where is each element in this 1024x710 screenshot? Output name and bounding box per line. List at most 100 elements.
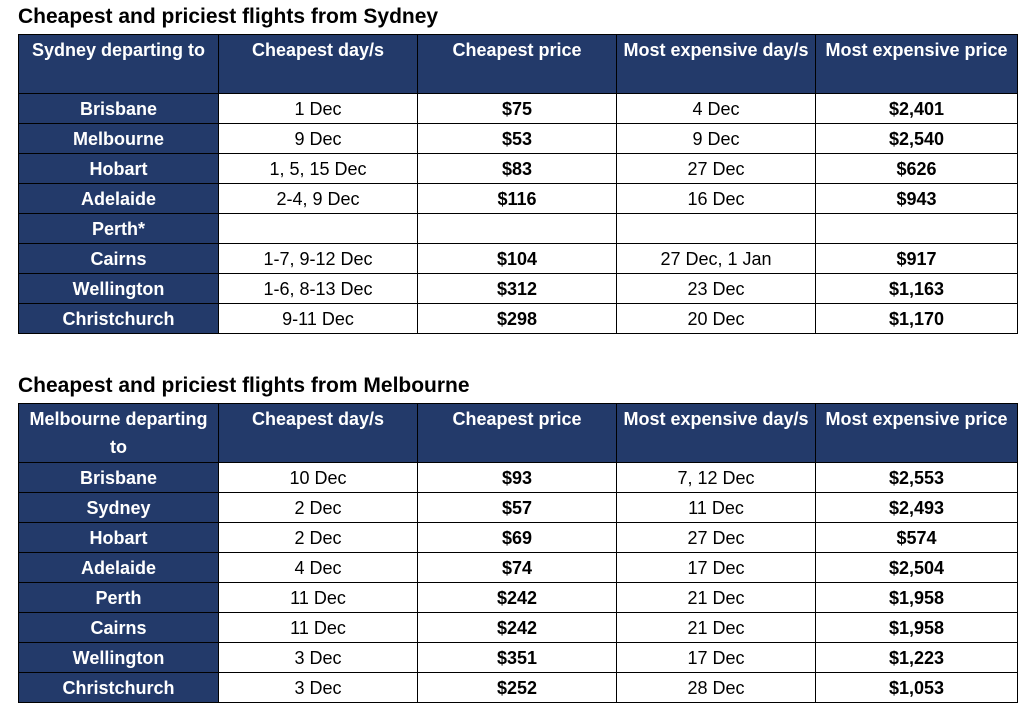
- most-expensive-price-cell: $1,958: [815, 582, 1018, 613]
- most-expensive-days-cell: 9 Dec: [616, 123, 816, 154]
- destination-cell: Melbourne: [18, 123, 219, 154]
- table-row: Cairns 11 Dec $242 21 Dec $1,958: [18, 612, 1018, 643]
- most-expensive-price-cell: $1,223: [815, 642, 1018, 673]
- destination-cell: Cairns: [18, 243, 219, 274]
- column-header-cheapest-days: Cheapest day/s: [218, 403, 418, 463]
- cheapest-price-cell: $53: [417, 123, 617, 154]
- cheapest-days-cell: 1 Dec: [218, 93, 418, 124]
- column-header-most-expensive-price: Most expensive price: [815, 34, 1018, 94]
- cheapest-days-cell: 1, 5, 15 Dec: [218, 153, 418, 184]
- cheapest-price-cell: $312: [417, 273, 617, 304]
- sydney-table-title: Cheapest and priciest flights from Sydne…: [18, 5, 439, 28]
- destination-cell: Perth: [18, 582, 219, 613]
- cheapest-price-cell: $74: [417, 552, 617, 583]
- destination-cell: Adelaide: [18, 183, 219, 214]
- table-row: Brisbane 1 Dec $75 4 Dec $2,401: [18, 93, 1018, 124]
- most-expensive-price-cell: $2,540: [815, 123, 1018, 154]
- most-expensive-days-cell: [616, 213, 816, 244]
- column-header-cheapest-price: Cheapest price: [417, 403, 617, 463]
- cheapest-days-cell: 3 Dec: [218, 672, 418, 703]
- table-row: Sydney 2 Dec $57 11 Dec $2,493: [18, 492, 1018, 523]
- table-row: Hobart 2 Dec $69 27 Dec $574: [18, 522, 1018, 553]
- destination-cell: Perth*: [18, 213, 219, 244]
- most-expensive-days-cell: 20 Dec: [616, 303, 816, 334]
- destination-cell: Cairns: [18, 612, 219, 643]
- most-expensive-days-cell: 21 Dec: [616, 612, 816, 643]
- most-expensive-price-cell: $2,401: [815, 93, 1018, 124]
- most-expensive-price-cell: $2,504: [815, 552, 1018, 583]
- cheapest-days-cell: 11 Dec: [218, 612, 418, 643]
- most-expensive-days-cell: 23 Dec: [616, 273, 816, 304]
- most-expensive-price-cell: $1,053: [815, 672, 1018, 703]
- cheapest-price-cell: $57: [417, 492, 617, 523]
- most-expensive-price-cell: $2,553: [815, 462, 1018, 493]
- destination-cell: Hobart: [18, 153, 219, 184]
- table-row: Adelaide 2-4, 9 Dec $116 16 Dec $943: [18, 183, 1018, 214]
- cheapest-price-cell: $93: [417, 462, 617, 493]
- most-expensive-days-cell: 17 Dec: [616, 642, 816, 673]
- column-header-most-expensive-days: Most expensive day/s: [616, 34, 816, 94]
- cheapest-days-cell: 4 Dec: [218, 552, 418, 583]
- table-row: Wellington 1-6, 8-13 Dec $312 23 Dec $1,163: [18, 273, 1018, 304]
- cheapest-price-cell: $242: [417, 612, 617, 643]
- most-expensive-price-cell: $2,493: [815, 492, 1018, 523]
- table-row: Christchurch 3 Dec $252 28 Dec $1,053: [18, 672, 1018, 703]
- melbourne-flights-table: Melbourne departing to Cheapest day/s Ch…: [18, 403, 1018, 703]
- table-row: Melbourne 9 Dec $53 9 Dec $2,540: [18, 123, 1018, 154]
- column-header-most-expensive-days: Most expensive day/s: [616, 403, 816, 463]
- most-expensive-days-cell: 27 Dec, 1 Jan: [616, 243, 816, 274]
- destination-cell: Hobart: [18, 522, 219, 553]
- most-expensive-days-cell: 4 Dec: [616, 93, 816, 124]
- column-header-cheapest-days: Cheapest day/s: [218, 34, 418, 94]
- cheapest-price-cell: $83: [417, 153, 617, 184]
- cheapest-price-cell: $298: [417, 303, 617, 334]
- destination-cell: Christchurch: [18, 672, 219, 703]
- table-header-row: Sydney departing to Cheapest day/s Cheap…: [18, 34, 1018, 94]
- most-expensive-days-cell: 16 Dec: [616, 183, 816, 214]
- most-expensive-days-cell: 7, 12 Dec: [616, 462, 816, 493]
- cheapest-days-cell: 2 Dec: [218, 492, 418, 523]
- cheapest-price-cell: $116: [417, 183, 617, 214]
- destination-cell: Christchurch: [18, 303, 219, 334]
- cheapest-days-cell: 9-11 Dec: [218, 303, 418, 334]
- most-expensive-price-cell: $574: [815, 522, 1018, 553]
- cheapest-price-cell: $252: [417, 672, 617, 703]
- cheapest-days-cell: 10 Dec: [218, 462, 418, 493]
- cheapest-days-cell: 2-4, 9 Dec: [218, 183, 418, 214]
- cheapest-days-cell: 9 Dec: [218, 123, 418, 154]
- table-row: Perth*: [18, 213, 1018, 244]
- most-expensive-price-cell: $1,170: [815, 303, 1018, 334]
- most-expensive-price-cell: $1,163: [815, 273, 1018, 304]
- destination-cell: Sydney: [18, 492, 219, 523]
- sydney-flights-table: Sydney departing to Cheapest day/s Cheap…: [18, 34, 1018, 334]
- cheapest-price-cell: $75: [417, 93, 617, 124]
- cheapest-days-cell: 1-7, 9-12 Dec: [218, 243, 418, 274]
- destination-cell: Brisbane: [18, 462, 219, 493]
- cheapest-price-cell: $351: [417, 642, 617, 673]
- most-expensive-days-cell: 21 Dec: [616, 582, 816, 613]
- cheapest-price-cell: $69: [417, 522, 617, 553]
- most-expensive-days-cell: 27 Dec: [616, 522, 816, 553]
- column-header-cheapest-price: Cheapest price: [417, 34, 617, 94]
- destination-cell: Adelaide: [18, 552, 219, 583]
- cheapest-price-cell: [417, 213, 617, 244]
- melbourne-table-title: Cheapest and priciest flights from Melbo…: [18, 374, 470, 397]
- table-row: Wellington 3 Dec $351 17 Dec $1,223: [18, 642, 1018, 673]
- destination-cell: Wellington: [18, 642, 219, 673]
- table-row: Brisbane 10 Dec $93 7, 12 Dec $2,553: [18, 462, 1018, 493]
- table-row: Hobart 1, 5, 15 Dec $83 27 Dec $626: [18, 153, 1018, 184]
- table-row: Christchurch 9-11 Dec $298 20 Dec $1,170: [18, 303, 1018, 334]
- most-expensive-price-cell: $917: [815, 243, 1018, 274]
- cheapest-days-cell: 2 Dec: [218, 522, 418, 553]
- most-expensive-price-cell: $1,958: [815, 612, 1018, 643]
- column-header-most-expensive-price: Most expensive price: [815, 403, 1018, 463]
- most-expensive-price-cell: [815, 213, 1018, 244]
- most-expensive-price-cell: $626: [815, 153, 1018, 184]
- table-row: Cairns 1-7, 9-12 Dec $104 27 Dec, 1 Jan $917: [18, 243, 1018, 274]
- most-expensive-days-cell: 27 Dec: [616, 153, 816, 184]
- cheapest-days-cell: [218, 213, 418, 244]
- most-expensive-days-cell: 17 Dec: [616, 552, 816, 583]
- most-expensive-price-cell: $943: [815, 183, 1018, 214]
- cheapest-days-cell: 1-6, 8-13 Dec: [218, 273, 418, 304]
- destination-cell: Wellington: [18, 273, 219, 304]
